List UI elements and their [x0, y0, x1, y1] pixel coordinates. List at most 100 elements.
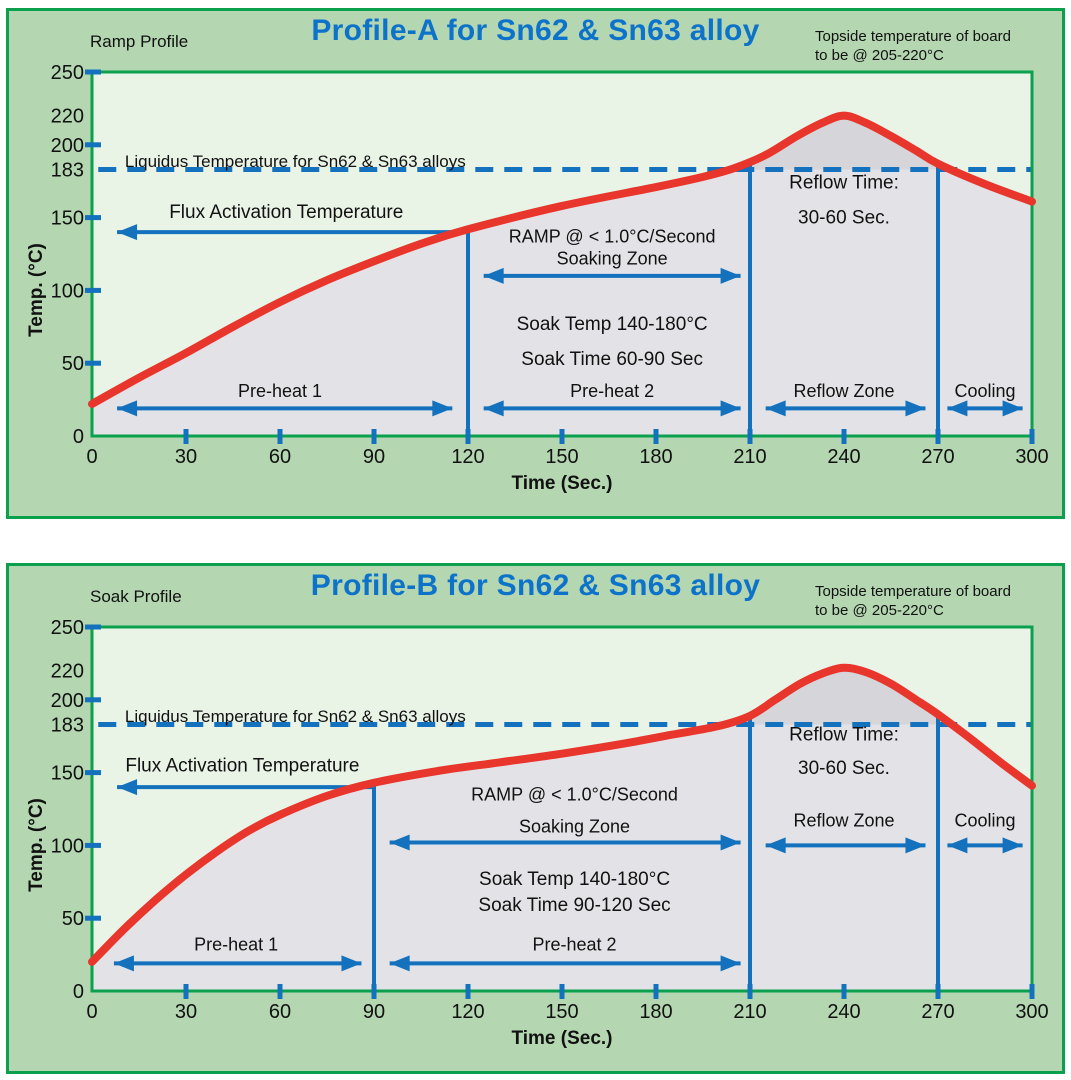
reflow-peak-area [729, 115, 952, 170]
flux-activation-label: Flux Activation Temperature [125, 755, 359, 776]
reflow-time-label-line2: 30-60 Sec. [798, 758, 890, 779]
preheat2-label: Pre-heat 2 [570, 381, 654, 401]
x-tick-mark [935, 429, 941, 444]
x-tick-label: 150 [545, 446, 578, 468]
x-tick-label: 30 [175, 446, 197, 468]
cooling-label: Cooling [954, 811, 1015, 831]
cooling-arrow [947, 400, 1023, 417]
preheat1-label: Pre-heat 1 [194, 934, 278, 954]
y-tick-label: 183 [51, 715, 84, 737]
y-tick-label: 250 [51, 617, 84, 639]
chart-canvas: 0 30 60 90 120 150 180 210 240 270 300 250 220 200 183… [9, 11, 1062, 516]
ramp-rate-label: RAMP @ < 1.0°C/Second [509, 227, 716, 247]
chart-title: Profile-A for Sn62 & Sn63 alloy [311, 14, 760, 47]
soaking-zone-arrow-head [720, 834, 741, 851]
x-tick-mark [841, 984, 847, 999]
y-tick-label: 220 [51, 661, 84, 683]
preheat1-arrow [117, 400, 453, 417]
x-tick-mark [653, 429, 659, 444]
topside-note-line2: to be @ 205-220°C [815, 47, 944, 64]
x-tick-mark [183, 984, 189, 999]
y-tick-label: 50 [62, 353, 84, 375]
preheat2-arrow-head [720, 955, 741, 972]
topside-note-line2: to be @ 205-220°C [815, 602, 944, 619]
cooling-arrow-head [947, 837, 968, 854]
reflow-peak-area [723, 667, 952, 725]
soaking-zone-arrow [483, 267, 741, 284]
chart-canvas: 0 30 60 90 120 150 180 210 240 270 300 250 220 200 183… [9, 566, 1062, 1071]
reflow-zone-arrow-head [905, 400, 926, 417]
cooling-arrow [947, 837, 1023, 854]
preheat1-arrow-head [117, 400, 138, 417]
y-tick-mark [85, 915, 101, 921]
y-tick-label: 220 [51, 106, 84, 128]
x-tick-mark [1029, 984, 1035, 999]
liquidus-label: Liquidus Temperature for Sn62 & Sn63 all… [125, 152, 466, 171]
y-tick-mark [85, 142, 101, 148]
profile-type-label: Ramp Profile [90, 32, 189, 51]
preheat2-arrow-head [483, 400, 504, 417]
flux-activation-arrow-head [117, 224, 138, 241]
x-tick-mark [653, 984, 659, 999]
reflow-zone-label: Reflow Zone [793, 381, 894, 401]
preheat2-arrow [389, 955, 741, 972]
topside-note: Topside temperature of board to be @ 205… [815, 582, 1011, 620]
soak-temp-label: Soak Temp 140-180°C [479, 869, 670, 890]
y-tick-label: 150 [51, 763, 84, 785]
y-tick-label: 200 [51, 135, 84, 157]
y-tick-label: 100 [51, 835, 84, 857]
cooling-arrow-head [1002, 400, 1023, 417]
preheat1-arrow [113, 955, 362, 972]
flux-activation-arrow [117, 224, 468, 241]
topside-note: Topside temperature of board to be @ 205… [815, 27, 1011, 65]
y-tick-mark [85, 842, 101, 848]
temperature-curve [88, 111, 1036, 408]
y-tick-label: 150 [51, 208, 84, 230]
chart-svg: 0 30 60 90 120 150 180 210 240 270 300 250 220 200 183… [51, 617, 1049, 1023]
x-tick-label: 240 [827, 446, 860, 468]
preheat1-label: Pre-heat 1 [238, 381, 322, 401]
y-tick-mark [85, 770, 101, 776]
x-tick-label: 240 [827, 1001, 860, 1023]
y-tick-label: 183 [51, 160, 84, 182]
y-tick-mark [85, 69, 101, 75]
flux-activation-arrow-head [117, 779, 138, 796]
soaking-zone-arrow-head [483, 267, 504, 284]
x-tick-label: 0 [86, 446, 97, 468]
x-tick-label: 270 [921, 1001, 954, 1023]
x-tick-mark [559, 984, 565, 999]
x-tick-mark [559, 429, 565, 444]
x-tick-mark [841, 429, 847, 444]
reflow-zone-label: Reflow Zone [793, 811, 894, 831]
y-tick-label: 250 [51, 62, 84, 84]
x-tick-mark [465, 429, 471, 444]
soaking-zone-label: Soaking Zone [557, 248, 668, 268]
y-tick-mark [85, 215, 101, 221]
y-tick-label: 0 [73, 981, 84, 1003]
x-tick-mark [371, 429, 377, 444]
y-tick-label: 100 [51, 280, 84, 302]
flux-activation-label: Flux Activation Temperature [169, 202, 403, 223]
x-tick-label: 210 [733, 446, 766, 468]
x-tick-label: 180 [639, 1001, 672, 1023]
x-tick-label: 120 [451, 446, 484, 468]
preheat1-arrow-head [432, 400, 453, 417]
x-tick-label: 270 [921, 446, 954, 468]
x-tick-label: 90 [363, 1001, 385, 1023]
profile-type-label: Soak Profile [90, 587, 182, 606]
y-tick-label: 200 [51, 690, 84, 712]
x-tick-label: 60 [269, 1001, 291, 1023]
preheat2-arrow [483, 400, 741, 417]
x-tick-mark [935, 984, 941, 999]
profile-a-panel: Ramp Profile Profile-A for Sn62 & Sn63 a… [6, 8, 1065, 519]
preheat1-arrow-head [341, 955, 362, 972]
topside-note-line1: Topside temperature of board [815, 28, 1011, 45]
soaking-zone-arrow-head [389, 834, 410, 851]
preheat1-arrow-head [113, 955, 134, 972]
reflow-zone-arrow [765, 400, 926, 417]
preheat2-arrow-head [720, 400, 741, 417]
x-tick-mark [371, 984, 377, 999]
x-tick-mark [747, 984, 753, 999]
x-tick-label: 60 [269, 446, 291, 468]
